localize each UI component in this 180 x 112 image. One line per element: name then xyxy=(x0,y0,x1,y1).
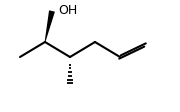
Polygon shape xyxy=(45,11,55,43)
Text: OH: OH xyxy=(58,3,77,16)
